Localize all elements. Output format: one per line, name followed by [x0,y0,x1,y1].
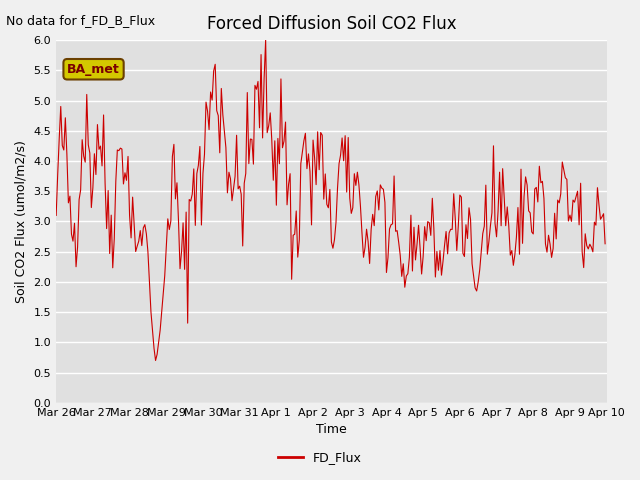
Title: Forced Diffusion Soil CO2 Flux: Forced Diffusion Soil CO2 Flux [207,15,456,33]
X-axis label: Time: Time [316,423,347,436]
Text: BA_met: BA_met [67,63,120,76]
Text: No data for f_FD_B_Flux: No data for f_FD_B_Flux [6,14,156,27]
Legend: FD_Flux: FD_Flux [273,446,367,469]
Y-axis label: Soil CO2 Flux (umol/m2/s): Soil CO2 Flux (umol/m2/s) [15,140,28,303]
